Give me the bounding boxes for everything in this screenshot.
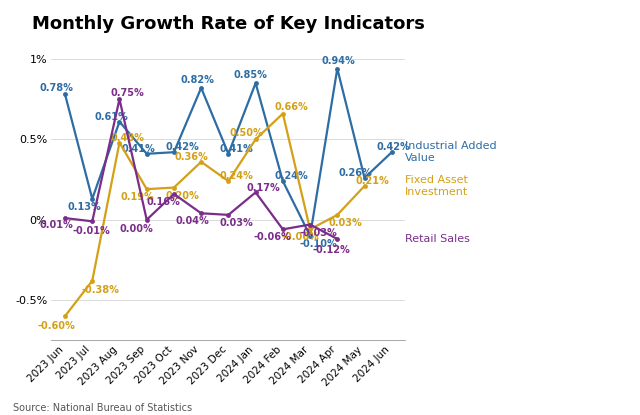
Text: 0.24%: 0.24% [220, 171, 253, 181]
Text: 0.48%: 0.48% [111, 133, 145, 143]
Text: 0.19%: 0.19% [120, 192, 154, 202]
Text: 0.03%: 0.03% [220, 218, 253, 228]
Text: Source: National Bureau of Statistics: Source: National Bureau of Statistics [13, 403, 192, 413]
Text: 0.21%: 0.21% [356, 176, 390, 186]
Text: 0.50%: 0.50% [229, 128, 263, 138]
Text: -0.01%: -0.01% [72, 226, 110, 236]
Text: 0.41%: 0.41% [122, 144, 156, 154]
Text: 0.66%: 0.66% [274, 102, 308, 112]
Text: 0.42%: 0.42% [376, 142, 410, 152]
Title: Monthly Growth Rate of Key Indicators: Monthly Growth Rate of Key Indicators [32, 15, 425, 33]
Text: 0.42%: 0.42% [165, 142, 199, 152]
Text: 0.85%: 0.85% [233, 70, 267, 80]
Text: 0.61%: 0.61% [95, 112, 128, 122]
Text: -0.06%: -0.06% [282, 232, 319, 242]
Text: 0.03%: 0.03% [328, 218, 362, 228]
Text: 0.94%: 0.94% [322, 56, 356, 66]
Text: -0.06%: -0.06% [253, 232, 291, 242]
Text: 0.75%: 0.75% [111, 88, 145, 98]
Text: -0.03%: -0.03% [300, 227, 337, 237]
Text: -0.10%: -0.10% [300, 239, 337, 249]
Text: 0.78%: 0.78% [40, 83, 74, 93]
Text: 0.82%: 0.82% [180, 75, 214, 85]
Text: Retail Sales: Retail Sales [405, 234, 470, 244]
Text: Industrial Added
Value: Industrial Added Value [405, 142, 497, 163]
Text: -0.60%: -0.60% [38, 321, 76, 331]
Text: 0.01%: 0.01% [40, 220, 74, 229]
Text: 0.17%: 0.17% [247, 183, 281, 193]
Text: 0.00%: 0.00% [120, 225, 153, 234]
Text: 0.36%: 0.36% [175, 152, 209, 162]
Text: -0.38%: -0.38% [81, 286, 120, 295]
Text: 0.13%: 0.13% [67, 202, 101, 212]
Text: 0.26%: 0.26% [338, 168, 372, 178]
Text: 0.41%: 0.41% [220, 144, 253, 154]
Text: 0.20%: 0.20% [165, 190, 199, 200]
Text: -0.12%: -0.12% [313, 245, 351, 255]
Text: 0.16%: 0.16% [147, 197, 180, 207]
Text: 0.04%: 0.04% [175, 216, 209, 226]
Text: 0.24%: 0.24% [274, 171, 308, 181]
Text: Fixed Asset
Investment: Fixed Asset Investment [405, 175, 468, 197]
